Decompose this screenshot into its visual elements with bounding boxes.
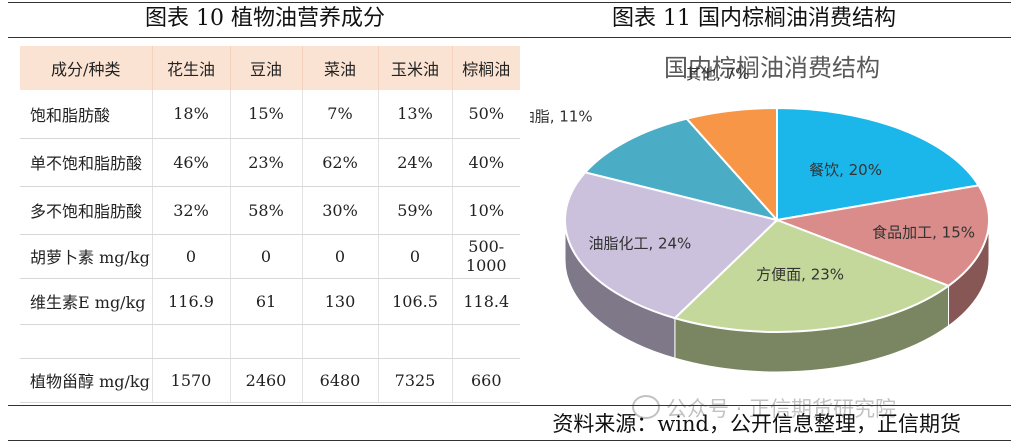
table-cell: 7325 <box>377 358 452 403</box>
table-cell <box>451 324 520 359</box>
pie-label-slice-3: 方便面, 23% <box>756 266 844 284</box>
column-header: 棕榈油 <box>451 46 520 90</box>
row-label: 单不饱和脂肪酸 <box>20 138 152 187</box>
pie-label-slice-2: 食品加工, 15% <box>872 223 975 241</box>
pie-slice-1 <box>776 106 981 222</box>
pie-slice-5 <box>583 117 780 222</box>
table-cell: 2460 <box>229 358 302 403</box>
pie-slice-4 <box>564 171 779 320</box>
table-row: 饱和脂肪酸 18% 15% 7% 13% 50% <box>20 90 520 139</box>
watermark: 公众号 · 正信期货研究院 <box>632 393 896 423</box>
column-header: 玉米油 <box>377 46 452 90</box>
table-cell: 6480 <box>301 358 378 403</box>
table-cell: 24% <box>377 138 452 187</box>
table-cell <box>151 324 230 359</box>
table-cell: 0 <box>229 234 302 279</box>
table-cell <box>229 324 302 359</box>
pie-tops <box>564 106 990 333</box>
left-figure-title: 图表 10 植物油营养成分 <box>145 6 385 31</box>
pie-label-slice-4: 油脂化工, 24% <box>588 235 691 253</box>
table-cell: 118.4 <box>451 278 520 325</box>
pie-label-slice-6: 其他, 7% <box>686 65 749 83</box>
wechat-icon <box>632 395 660 419</box>
pie-labels: 餐饮, 20% 食品加工, 15% 方便面, 23% 油脂化工, 24% 特种油脂, 1… <box>530 65 975 284</box>
pie-slice-6 <box>684 106 778 223</box>
pie-label-slice-1: 餐饮, 20% <box>809 161 882 179</box>
table-cell: 40% <box>451 138 520 187</box>
table-row: 维生素E mg/kg 116.9 61 130 106.5 118.4 <box>20 278 520 325</box>
row-label: 胡萝卜素 mg/kg <box>20 234 152 279</box>
table-cell: 130 <box>301 278 378 325</box>
table-cell <box>377 324 452 359</box>
table-cell: 23% <box>229 138 302 187</box>
table-cell: 59% <box>377 186 452 235</box>
row-label <box>20 324 152 359</box>
table-cell: 61 <box>229 278 302 325</box>
bottom-rule <box>8 405 1011 406</box>
pie-chart: 国内棕榈油消费结构 餐饮, 20% 食品加工, 15% 方便面, 23% 油脂化工, … <box>530 54 990 373</box>
right-figure-title: 图表 11 国内棕榈油消费结构 <box>612 6 896 31</box>
table-cell: 15% <box>229 90 302 139</box>
row-label: 多不饱和脂肪酸 <box>20 186 152 235</box>
table-cell: 0 <box>301 234 378 279</box>
source-note: 资料来源：wind，公开信息整理，正信期货 <box>552 412 961 436</box>
table-cell: 500-1000 <box>451 234 520 279</box>
table-cell: 0 <box>377 234 452 279</box>
table-header-row: 成分/种类 花生油 豆油 菜油 玉米油 棕榈油 <box>20 46 520 90</box>
pie-slice-2 <box>773 184 990 287</box>
header-rule <box>8 37 1011 38</box>
table-cell: 106.5 <box>377 278 452 325</box>
table-cell: 18% <box>151 90 230 139</box>
table-cell: 46% <box>151 138 230 187</box>
column-header: 花生油 <box>151 46 230 90</box>
table-row: 多不饱和脂肪酸 32% 58% 30% 59% 10% <box>20 186 520 235</box>
top-rule <box>8 2 1011 3</box>
table-row: 胡萝卜素 mg/kg 0 0 0 0 500-1000 <box>20 234 520 279</box>
table-row: 单不饱和脂肪酸 46% 23% 62% 24% 40% <box>20 138 520 187</box>
table-row <box>20 324 520 359</box>
pie-label-slice-5: 特种油脂, 11% <box>530 108 593 126</box>
column-header: 成分/种类 <box>20 46 152 90</box>
footer-rule <box>8 440 1011 441</box>
row-label: 饱和脂肪酸 <box>20 90 152 139</box>
row-label: 维生素E mg/kg <box>20 278 152 325</box>
table-cell: 660 <box>451 358 520 403</box>
chart-title: 国内棕榈油消费结构 <box>664 54 880 82</box>
table-cell: 58% <box>229 186 302 235</box>
table-cell: 30% <box>301 186 378 235</box>
table-cell: 7% <box>301 90 378 139</box>
table-cell: 116.9 <box>151 278 230 325</box>
table-row: 植物甾醇 mg/kg 1570 2460 6480 7325 660 <box>20 358 520 403</box>
watermark-text: 公众号 · 正信期货研究院 <box>666 397 897 421</box>
table-cell: 0 <box>151 234 230 279</box>
table-cell: 32% <box>151 186 230 235</box>
pie-slice-3 <box>672 218 951 333</box>
nutrition-table: 成分/种类 花生油 豆油 菜油 玉米油 棕榈油 饱和脂肪酸 18% 15% 7%… <box>20 46 520 403</box>
column-header: 菜油 <box>301 46 378 90</box>
table-cell: 50% <box>451 90 520 139</box>
column-header: 豆油 <box>229 46 302 90</box>
table-cell <box>301 324 378 359</box>
table-cell: 10% <box>451 186 520 235</box>
table-cell: 13% <box>377 90 452 139</box>
row-label: 植物甾醇 mg/kg <box>20 358 152 403</box>
table-cell: 1570 <box>151 358 230 403</box>
table-cell: 62% <box>301 138 378 187</box>
